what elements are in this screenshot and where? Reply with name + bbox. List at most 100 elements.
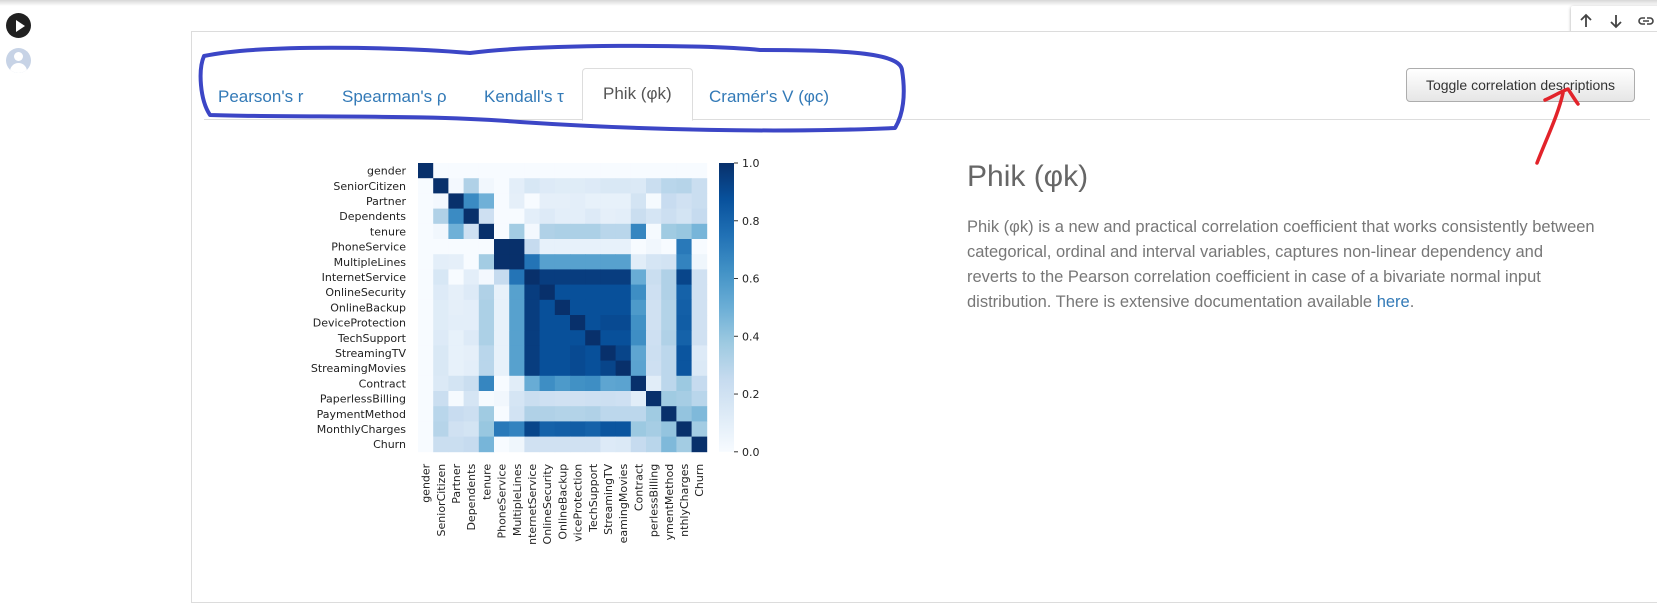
heatmap-cell-15-14 — [630, 391, 647, 407]
heatmap-cell-18-7 — [524, 436, 540, 453]
heatmap-cell-2-3 — [463, 193, 480, 209]
heatmap-cell-17-14 — [630, 421, 647, 437]
heatmap-cell-3-17 — [676, 208, 692, 225]
heatmap-cell-10-16 — [661, 315, 677, 331]
heatmap-cell-10-10 — [570, 315, 586, 331]
x-tick-label: SeniorCitizen — [435, 464, 448, 537]
heatmap-cell-18-2 — [448, 436, 464, 453]
heatmap-cell-12-11 — [585, 345, 601, 361]
heatmap-cell-8-7 — [524, 284, 540, 301]
heatmap-cell-1-15 — [646, 178, 662, 194]
heatmap-cell-12-12 — [600, 345, 616, 361]
heatmap-cell-12-6 — [509, 345, 525, 361]
x-tick-label: Churn — [693, 464, 706, 497]
heatmap-cell-2-6 — [509, 193, 525, 209]
heatmap-cell-3-5 — [494, 208, 510, 225]
x-tick-label: perlessBilling — [648, 464, 661, 537]
heatmap-cell-7-18 — [691, 269, 708, 285]
heatmap-cell-8-4 — [478, 284, 495, 301]
move-cell-down-button[interactable] — [1601, 6, 1631, 36]
heatmap-cell-3-8 — [539, 208, 556, 225]
heatmap-cell-12-16 — [661, 345, 677, 361]
heatmap-cell-11-17 — [676, 330, 692, 346]
heatmap-cell-9-8 — [539, 299, 556, 316]
heatmap-cell-9-17 — [676, 299, 692, 316]
heatmap-cell-14-8 — [539, 375, 556, 392]
y-tick-label: tenure — [370, 225, 406, 238]
heatmap-cell-3-10 — [570, 208, 586, 225]
toggle-correlation-descriptions-button[interactable]: Toggle correlation descriptions — [1406, 68, 1635, 102]
heatmap-cell-5-0 — [418, 239, 434, 255]
heatmap-cell-17-2 — [448, 421, 464, 437]
heatmap-cell-11-12 — [600, 330, 616, 346]
heatmap-cell-10-14 — [630, 315, 647, 331]
heatmap-cell-16-9 — [554, 406, 571, 422]
heatmap-cell-11-5 — [494, 330, 510, 346]
y-tick-label: OnlineSecurity — [325, 286, 406, 299]
heatmap-cell-0-2 — [448, 163, 464, 179]
heatmap-cell-15-13 — [615, 391, 632, 407]
heatmap-cell-11-15 — [646, 330, 662, 346]
user-avatar-icon — [6, 48, 31, 73]
run-cell-button[interactable] — [6, 13, 31, 38]
heatmap-cell-6-4 — [478, 254, 495, 270]
documentation-link[interactable]: here — [1376, 293, 1410, 311]
heatmap-cell-6-10 — [570, 254, 586, 270]
heatmap-cell-17-4 — [478, 421, 495, 437]
phik-correlation-heatmap: genderSeniorCitizenPartnerDependentstenu… — [311, 157, 760, 545]
heatmap-cell-2-7 — [524, 193, 540, 209]
x-tick-label: Contract — [632, 463, 645, 511]
heatmap-cell-5-10 — [570, 239, 586, 255]
heatmap-cell-10-17 — [676, 315, 692, 331]
link-cell-button[interactable] — [1631, 6, 1657, 36]
heatmap-cell-4-2 — [448, 223, 464, 240]
heatmap-cell-16-17 — [676, 406, 692, 422]
heatmap-cell-11-16 — [661, 330, 677, 346]
heatmap-cell-6-15 — [646, 254, 662, 270]
move-cell-up-button[interactable] — [1571, 6, 1601, 36]
x-tick-label: TechSupport — [587, 463, 600, 533]
heatmap-cell-14-18 — [691, 375, 708, 392]
heatmap-cell-3-3 — [463, 208, 480, 225]
heatmap-cell-10-13 — [615, 315, 632, 331]
heatmap-cell-18-6 — [509, 436, 525, 453]
heatmap-cell-11-7 — [524, 330, 540, 346]
heatmap-cell-6-17 — [676, 254, 692, 270]
heatmap-cell-11-6 — [509, 330, 525, 346]
colorbar — [719, 163, 734, 452]
heatmap-cell-8-18 — [691, 284, 708, 301]
heatmap-cell-14-0 — [418, 375, 434, 392]
heatmap-cell-12-17 — [676, 345, 692, 361]
heatmap-cell-0-0 — [418, 163, 434, 179]
heatmap-cell-6-9 — [554, 254, 571, 270]
heatmap-cell-13-9 — [554, 360, 571, 377]
top-edge-shadow — [0, 0, 1657, 6]
heatmap-cell-8-14 — [630, 284, 647, 301]
heatmap-cell-12-5 — [494, 345, 510, 361]
heatmap-cell-6-13 — [615, 254, 632, 270]
heatmap-cell-1-5 — [494, 178, 510, 194]
heatmap-cell-14-12 — [600, 375, 616, 392]
heatmap-cell-6-12 — [600, 254, 616, 270]
heatmap-cell-15-9 — [554, 391, 571, 407]
heatmap-cell-6-1 — [433, 254, 449, 270]
heatmap-cell-12-4 — [478, 345, 495, 361]
heatmap-cell-8-1 — [433, 284, 449, 301]
heatmap-cell-7-3 — [463, 269, 480, 285]
heatmap-cell-18-14 — [630, 436, 647, 453]
heatmap-cell-12-13 — [615, 345, 632, 361]
heatmap-cell-3-0 — [418, 208, 434, 225]
heatmap-cell-10-3 — [463, 315, 480, 331]
heatmap-cell-1-14 — [630, 178, 647, 194]
heatmap-cell-7-11 — [585, 269, 601, 285]
heatmap-cell-11-2 — [448, 330, 464, 346]
heatmap-cell-1-9 — [554, 178, 571, 194]
heatmap-cell-3-9 — [554, 208, 571, 225]
x-tick-label: OnlineBackup — [556, 464, 569, 540]
heatmap-cell-16-4 — [478, 406, 495, 422]
heatmap-cell-7-4 — [478, 269, 495, 285]
heatmap-cell-18-0 — [418, 436, 434, 453]
heatmap-cell-15-10 — [570, 391, 586, 407]
heatmap-cell-5-7 — [524, 239, 540, 255]
heatmap-cell-14-16 — [661, 375, 677, 392]
